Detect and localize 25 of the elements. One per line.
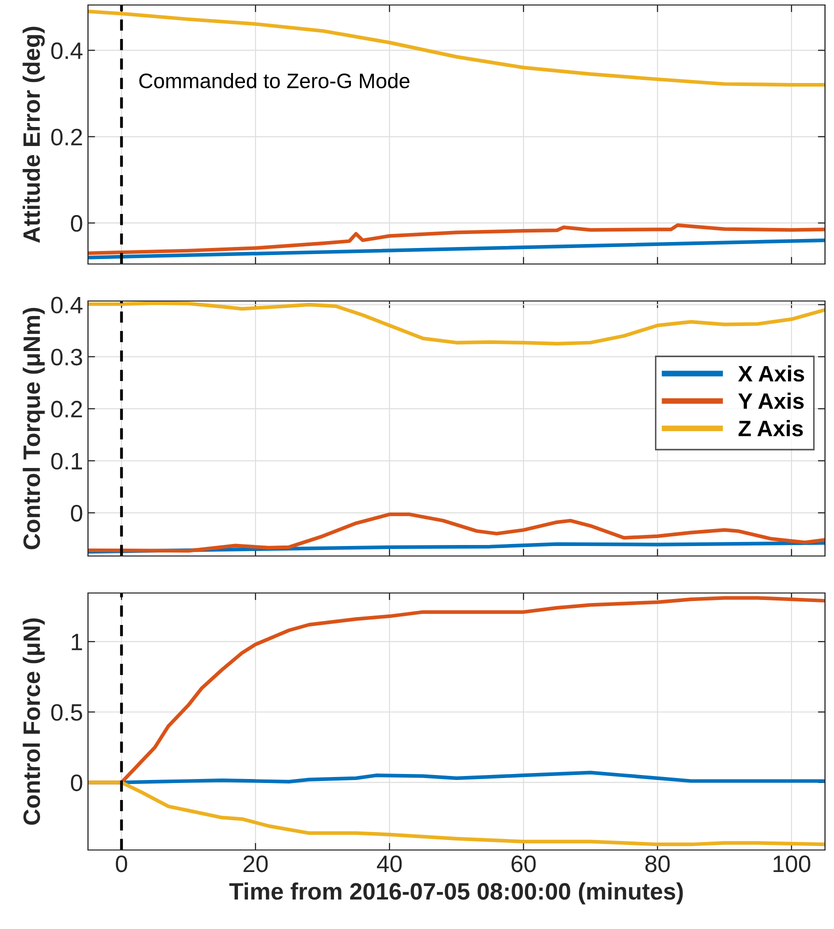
- y-tick-label: 0.2: [51, 128, 82, 146]
- y-tick-label: 0.4: [51, 296, 82, 314]
- y-axis-title: Attitude Error (deg): [22, 26, 45, 243]
- x-tick-label: 0: [116, 855, 128, 872]
- x-tick-label: 100: [774, 855, 810, 872]
- y-tick-label: 0: [70, 215, 82, 232]
- legend-label: Y Axis: [738, 392, 804, 409]
- x-tick-label: 80: [645, 855, 670, 872]
- y-tick-label: 0.5: [51, 704, 82, 721]
- y-tick-label: 0.2: [51, 400, 82, 418]
- y-tick-label: 0.3: [51, 348, 82, 366]
- x-tick-label: 40: [376, 855, 402, 872]
- legend-label: Z Axis: [738, 420, 803, 436]
- x-tick-label: 60: [512, 855, 536, 872]
- y-tick-label: 0: [70, 774, 82, 792]
- y-tick-label: 0.1: [51, 452, 82, 470]
- y-tick-label: 0.4: [51, 42, 82, 60]
- x-axis-title: Time from 2016-07-05 08:00:00 (minutes): [229, 882, 683, 904]
- ref-line-label: Commanded to Zero-G Mode: [139, 72, 410, 88]
- legend-label: X Axis: [738, 365, 804, 382]
- y-tick-label: 1: [72, 634, 82, 650]
- x-tick-label: 20: [244, 855, 268, 872]
- y-tick-label: 0: [70, 504, 82, 522]
- y-axis-title: Control Force (μN): [22, 618, 45, 825]
- y-axis-title: Control Torque (μNm): [22, 308, 45, 550]
